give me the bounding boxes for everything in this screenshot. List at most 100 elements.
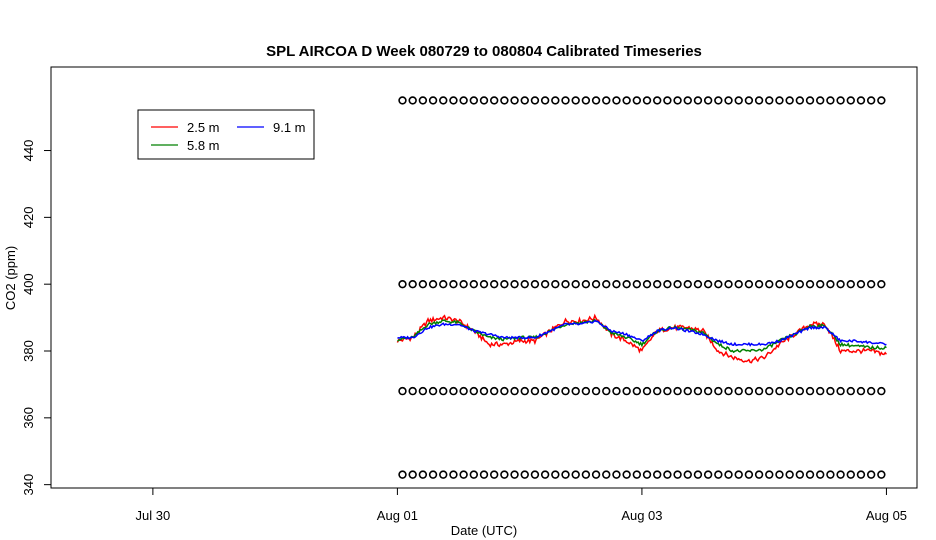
- y-tick-label: 440: [21, 140, 36, 162]
- calibration-marker: [479, 96, 489, 105]
- calibration-marker: [663, 386, 672, 396]
- calibration-marker: [489, 470, 499, 479]
- calibration-marker: [469, 470, 479, 479]
- calibration-marker: [540, 386, 550, 396]
- calibration-marker: [846, 470, 855, 479]
- calibration-marker: [836, 279, 845, 289]
- calibration-marker: [826, 386, 835, 396]
- calibration-marker: [418, 470, 428, 479]
- legend: 2.5 m 5.8 m 9.1 m: [137, 109, 315, 160]
- calibration-marker: [449, 386, 458, 396]
- calibration-marker: [714, 386, 723, 396]
- calibration-marker: [449, 96, 458, 105]
- calibration-marker: [765, 96, 774, 105]
- calibration-marker: [734, 386, 743, 396]
- calibration-marker: [826, 279, 835, 289]
- calibration-marker: [622, 386, 631, 396]
- calibration-marker: [530, 386, 540, 396]
- calibration-marker: [785, 96, 794, 105]
- calibration-marker: [642, 386, 652, 396]
- x-tick-label: Aug 03: [621, 508, 662, 523]
- y-tick-label: 340: [21, 474, 36, 496]
- calibration-marker: [816, 386, 825, 396]
- calibration-marker: [714, 470, 723, 479]
- calibration-marker: [591, 386, 601, 396]
- calibration-marker: [520, 386, 529, 396]
- calibration-marker: [469, 279, 479, 289]
- calibration-marker: [785, 279, 794, 289]
- calibration-marker: [439, 279, 448, 289]
- calibration-marker: [795, 386, 805, 396]
- calibration-marker: [428, 386, 438, 396]
- calibration-marker: [398, 96, 407, 105]
- calibration-marker: [703, 279, 713, 289]
- calibration-marker: [622, 279, 631, 289]
- calibration-marker: [642, 279, 652, 289]
- calibration-marker: [622, 470, 631, 479]
- calibration-marker: [856, 470, 866, 479]
- calibration-marker: [469, 386, 479, 396]
- x-tick-label: Aug 05: [866, 508, 907, 523]
- calibration-marker: [754, 96, 764, 105]
- calibration-marker: [612, 470, 621, 479]
- calibration-marker: [693, 96, 703, 105]
- calibration-marker: [510, 386, 519, 396]
- calibration-marker: [581, 470, 591, 479]
- calibration-marker: [459, 279, 468, 289]
- calibration-marker: [510, 279, 519, 289]
- calibration-marker: [795, 279, 805, 289]
- calibration-marker: [673, 96, 682, 105]
- calibration-marker: [754, 279, 764, 289]
- calibration-marker: [632, 386, 642, 396]
- calibration-marker: [418, 96, 428, 105]
- x-axis: Jul 30 Aug 01 Aug 03 Aug 05: [136, 488, 907, 523]
- calibration-marker: [775, 96, 784, 105]
- calibration-marker: [877, 386, 886, 396]
- calibration-marker: [439, 96, 448, 105]
- calibration-marker: [734, 279, 743, 289]
- calibration-marker: [683, 470, 692, 479]
- calibration-marker: [632, 96, 642, 105]
- calibration-marker: [581, 386, 591, 396]
- calibration-marker: [520, 96, 529, 105]
- calibration-marker: [846, 386, 855, 396]
- calibration-marker: [632, 279, 642, 289]
- calibration-marker: [520, 279, 529, 289]
- calibration-marker: [602, 386, 611, 396]
- calibration-marker: [703, 386, 713, 396]
- calibration-marker: [500, 470, 509, 479]
- calibration-marker: [734, 470, 743, 479]
- calibration-marker: [489, 96, 499, 105]
- y-axis-title: CO2 (ppm): [3, 246, 18, 310]
- legend-label: 5.8 m: [187, 138, 220, 153]
- calibration-marker: [520, 470, 529, 479]
- calibration-marker: [816, 96, 825, 105]
- calibration-marker: [724, 386, 733, 396]
- calibration-marker: [398, 279, 407, 289]
- calibration-marker: [785, 386, 794, 396]
- calibration-marker: [479, 386, 489, 396]
- calibration-marker: [652, 386, 662, 396]
- calibration-marker: [836, 96, 845, 105]
- calibration-marker: [551, 386, 560, 396]
- calibration-marker: [673, 279, 682, 289]
- calibration-marker: [775, 470, 784, 479]
- calibration-marker: [724, 96, 733, 105]
- calibration-marker: [866, 279, 876, 289]
- calibration-marker: [398, 386, 407, 396]
- calibration-marker: [591, 470, 601, 479]
- calibration-marker: [428, 96, 438, 105]
- calibration-marker: [652, 96, 662, 105]
- calibration-marker: [826, 96, 835, 105]
- calibration-marker: [724, 279, 733, 289]
- calibration-marker: [500, 96, 509, 105]
- calibration-marker: [714, 279, 723, 289]
- calibration-marker: [652, 279, 662, 289]
- calibration-marker: [408, 386, 417, 396]
- calibration-marker: [540, 279, 550, 289]
- calibration-marker: [439, 386, 448, 396]
- calibration-marker: [612, 96, 621, 105]
- calibration-marker: [714, 96, 723, 105]
- calibration-marker: [530, 470, 540, 479]
